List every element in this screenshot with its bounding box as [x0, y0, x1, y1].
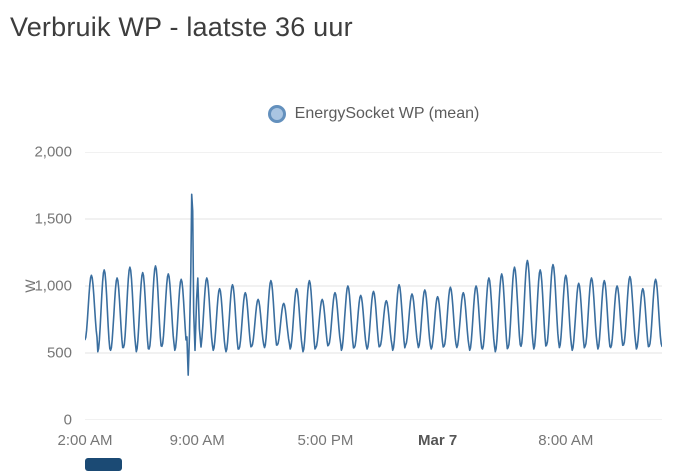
- plot-area[interactable]: [85, 152, 662, 420]
- y-tick-label: 500: [46, 344, 72, 362]
- y-tick-label: 1,500: [34, 210, 72, 228]
- y-tick-labels: 0 500 1,000 1,500 2,000: [0, 144, 72, 429]
- x-tick-label: 5:00 PM: [297, 432, 354, 449]
- x-tick-label: Mar 7: [418, 432, 458, 449]
- legend-series-dot-icon[interactable]: [267, 105, 286, 123]
- y-tick-label: 2,000: [34, 143, 72, 161]
- panel-title: Verbruik WP - laatste 36 uur: [10, 12, 353, 42]
- y-tick-label: 1,000: [34, 277, 72, 295]
- x-tick-label: 8:00 AM: [538, 432, 594, 449]
- y-tick-label: 0: [63, 411, 72, 429]
- x-tick-label: 9:00 AM: [169, 432, 225, 449]
- series-line-chart: [85, 152, 662, 420]
- legend-series-label[interactable]: EnergySocket WP (mean): [294, 105, 480, 122]
- horizontal-scrollbar-thumb[interactable]: [85, 458, 122, 471]
- legend[interactable]: EnergySocket WP (mean): [85, 105, 662, 123]
- x-tick-labels: 2:00 AM 9:00 AM 5:00 PM Mar 7 8:00 AM: [57, 432, 662, 452]
- x-tick-label: 2:00 AM: [57, 432, 113, 449]
